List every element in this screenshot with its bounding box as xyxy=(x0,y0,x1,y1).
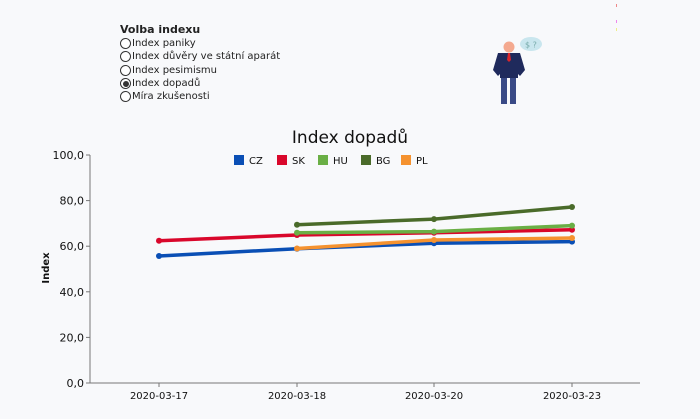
speech-bubble xyxy=(520,37,542,51)
series-line-bg xyxy=(296,205,573,227)
data-point-hu[interactable] xyxy=(431,228,437,235)
radio-option[interactable]: Míra zkušenosti xyxy=(120,90,280,103)
legend-noise xyxy=(616,4,617,31)
businessman-head-icon xyxy=(503,41,515,53)
radio-label: Index pesimismu xyxy=(132,64,218,76)
legend-swatch xyxy=(234,155,244,165)
data-point-hu[interactable] xyxy=(569,222,575,229)
businessman-body-icon xyxy=(493,53,525,78)
legend-swatch xyxy=(318,155,328,165)
legend-label: CZ xyxy=(249,156,263,167)
data-point-bg[interactable] xyxy=(431,216,437,223)
y-tick-label: 60,0 xyxy=(60,240,85,253)
radio-label: Míra zkušenosti xyxy=(132,91,210,103)
radio-button[interactable] xyxy=(120,38,131,50)
data-point-pl[interactable] xyxy=(569,234,575,241)
x-tick-label: 2020-03-23 xyxy=(543,391,601,402)
data-point-bg[interactable] xyxy=(569,203,575,210)
x-tick-label: 2020-03-18 xyxy=(268,391,326,402)
legend-label: HU xyxy=(333,156,348,167)
data-point-pl[interactable] xyxy=(431,237,437,244)
data-point-cz[interactable] xyxy=(156,253,162,260)
index-selector: Volba indexu Index paniky Index důvěry ve… xyxy=(120,23,280,103)
radio-option[interactable]: Index pesimismu xyxy=(120,64,280,77)
legend-label: SK xyxy=(292,156,305,167)
y-tick-label: 100,0 xyxy=(53,149,85,162)
legend-label: PL xyxy=(416,156,428,167)
bubble-text: $ ? xyxy=(525,41,537,50)
y-axis-label: Index xyxy=(41,252,52,284)
radio-option[interactable]: Index dopadů xyxy=(120,77,280,90)
legend-swatch xyxy=(361,155,371,165)
data-point-hu[interactable] xyxy=(294,229,300,236)
y-tick-label: 0,0 xyxy=(67,377,85,390)
illustration: $ ? xyxy=(493,37,542,104)
x-tick-label: 2020-03-17 xyxy=(130,391,188,402)
legend-swatch xyxy=(277,155,287,165)
radio-button[interactable] xyxy=(120,51,131,63)
y-tick-label: 40,0 xyxy=(60,286,85,299)
data-point-sk[interactable] xyxy=(569,226,575,233)
x-tick-label: 2020-03-20 xyxy=(405,391,463,402)
radio-button[interactable] xyxy=(120,64,131,76)
radio-label: Index paniky xyxy=(132,38,196,50)
selector-title: Volba indexu xyxy=(120,23,201,36)
chart-title: Index dopadů xyxy=(292,128,408,148)
legend-label: BG xyxy=(376,156,390,167)
radio-button[interactable] xyxy=(120,91,131,103)
radio-label: Index důvěry ve státní aparát xyxy=(132,51,281,63)
data-point-bg[interactable] xyxy=(294,221,300,228)
y-tick-label: 20,0 xyxy=(60,331,85,344)
data-point-sk[interactable] xyxy=(156,237,162,244)
radio-option[interactable]: Index důvěry ve státní aparát xyxy=(120,50,280,63)
radio-option[interactable]: Index paniky xyxy=(120,37,280,50)
radio-button[interactable] xyxy=(120,78,131,90)
radio-label: Index dopadů xyxy=(132,78,201,90)
data-point-pl[interactable] xyxy=(294,245,300,252)
y-tick-label: 80,0 xyxy=(60,195,85,208)
legend-swatch xyxy=(401,155,411,165)
